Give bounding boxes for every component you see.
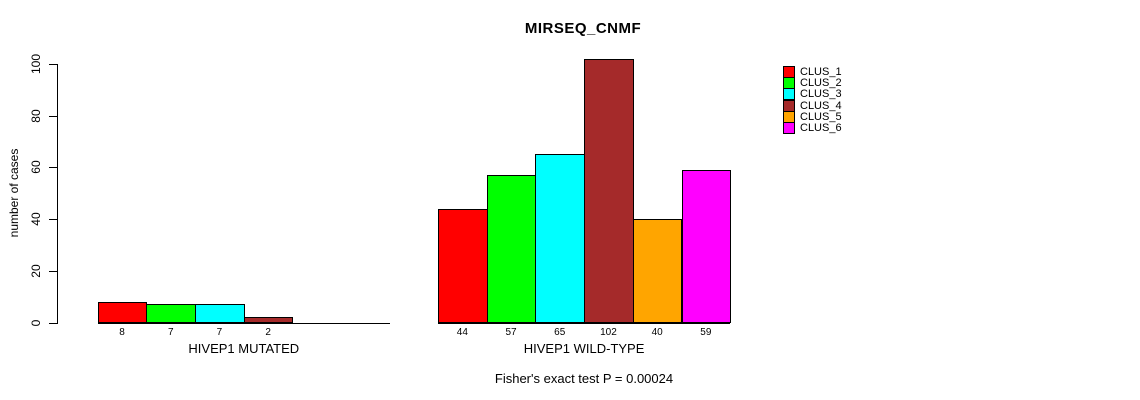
- legend-swatch-clus_6: [783, 122, 795, 135]
- y-axis-label: number of cases: [7, 148, 21, 238]
- y-axis-tick: [49, 167, 57, 169]
- bar-value-label: 57: [505, 326, 517, 338]
- y-axis-tick: [49, 219, 57, 221]
- y-axis-tick-label: 0: [29, 319, 43, 326]
- bar-value-label: 59: [700, 326, 712, 338]
- legend-label-clus_1: CLUS_1: [800, 65, 842, 78]
- bar-value-label: 40: [651, 326, 663, 338]
- bar-clus_2: [486, 175, 537, 324]
- y-axis-tick: [49, 270, 57, 272]
- legend-label-clus_4: CLUS_4: [800, 99, 842, 112]
- y-axis-tick-label: 60: [29, 160, 43, 175]
- bar-clus_5: [632, 219, 683, 324]
- bar-value-label: 2: [265, 326, 271, 338]
- bar-clus_1: [438, 208, 488, 324]
- chart-title: MIRSEQ_CNMF: [524, 20, 642, 37]
- legend-swatch-clus_2: [783, 76, 795, 89]
- bar-clus_4: [243, 317, 294, 324]
- legend-swatch-clus_3: [783, 88, 795, 101]
- bar-value-label: 7: [167, 326, 174, 338]
- legend-label-clus_3: CLUS_3: [800, 88, 842, 101]
- bar-value-label: 102: [600, 326, 617, 338]
- bar-clus_6: [681, 169, 732, 324]
- bar-clus_2: [146, 304, 197, 324]
- bar-clus_3: [535, 154, 586, 324]
- y-axis-tick-label: 80: [29, 109, 43, 123]
- y-axis-tick-label: 20: [29, 264, 43, 278]
- group-label: HIVEP1 WILD-TYPE: [523, 341, 645, 356]
- bar-value-label: 8: [119, 326, 125, 338]
- legend-swatch-clus_4: [783, 99, 795, 112]
- bar-clus_3: [195, 304, 245, 324]
- bar-clus_4: [584, 58, 634, 324]
- group-label: HIVEP1 MUTATED: [188, 341, 300, 356]
- legend-swatch-clus_1: [783, 65, 795, 78]
- y-axis-tick: [49, 64, 57, 65]
- y-axis-tick: [49, 322, 57, 324]
- legend-label-clus_5: CLUS_5: [800, 110, 842, 123]
- y-axis-tick-label: 40: [29, 212, 43, 226]
- bar-value-label: 7: [216, 326, 223, 338]
- legend-swatch-clus_5: [783, 110, 795, 123]
- bar-value-label: 65: [554, 326, 566, 338]
- legend-label-clus_2: CLUS_2: [800, 76, 842, 89]
- y-axis-line: [57, 64, 58, 324]
- bar-clus_1: [97, 301, 148, 324]
- y-axis-tick-label: 100: [29, 53, 43, 75]
- legend-label-clus_6: CLUS_6: [800, 122, 842, 135]
- y-axis-tick: [49, 115, 57, 117]
- fisher-test-annotation: Fisher's exact test P = 0.00024: [494, 371, 674, 386]
- bar-value-label: 44: [456, 326, 468, 338]
